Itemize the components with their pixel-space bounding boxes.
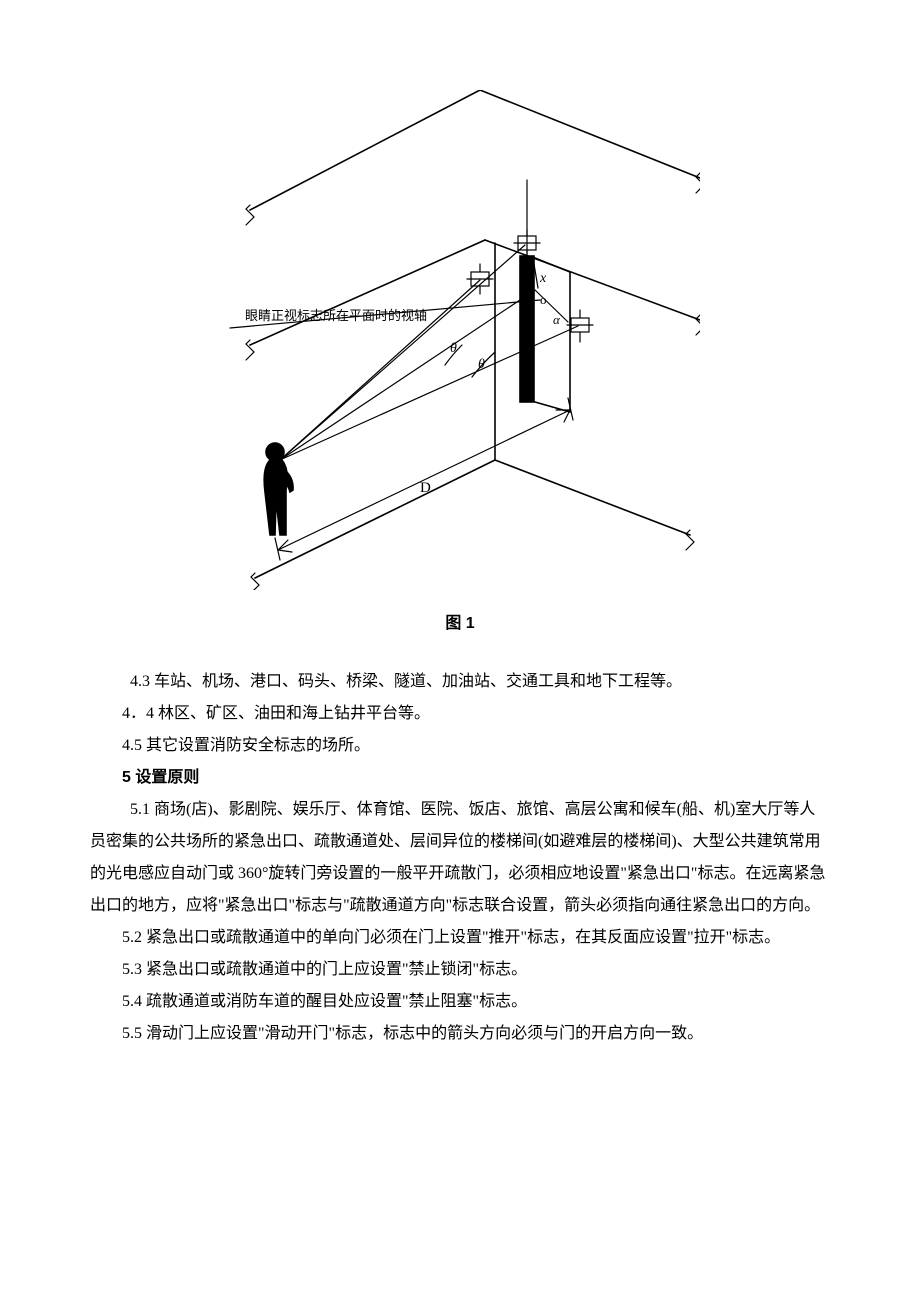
figure-1-container: x o α θ θ — [90, 90, 830, 640]
para-5-5: 5.5 滑动门上应设置"滑动开门"标志，标志中的箭头方向必须与门的开启方向一致。 — [90, 1018, 830, 1050]
para-5-2: 5.2 紧急出口或疏散通道中的单向门必须在门上设置"推开"标志，在其反面应设置"… — [90, 922, 830, 954]
para-4-4: 4．4 林区、矿区、油田和海上钻井平台等。 — [90, 698, 830, 730]
document-body: 4.3 车站、机场、港口、码头、桥梁、隧道、加油站、交通工具和地下工程等。 4．… — [90, 666, 830, 1050]
para-5-3: 5.3 紧急出口或疏散通道中的门上应设置"禁止锁闭"标志。 — [90, 954, 830, 986]
symbol-alpha: α — [553, 312, 561, 327]
para-4-3: 4.3 车站、机场、港口、码头、桥梁、隧道、加油站、交通工具和地下工程等。 — [90, 666, 830, 698]
figure-1-diagram: x o α θ θ — [220, 90, 700, 590]
symbol-theta-2: θ — [478, 357, 485, 372]
figure-axis-label: 眼睛正视标志所在平面时的视轴 — [245, 308, 427, 323]
symbol-theta-1: θ — [450, 341, 457, 356]
para-5-1: 5.1 商场(店)、影剧院、娱乐厅、体育馆、医院、饭店、旅馆、高层公寓和候车(船… — [90, 794, 830, 922]
para-5-4: 5.4 疏散通道或消防车道的醒目处应设置"禁止阻塞"标志。 — [90, 986, 830, 1018]
symbol-D: D — [420, 480, 431, 496]
para-4-5: 4.5 其它设置消防安全标志的场所。 — [90, 730, 830, 762]
figure-1-caption: 图 1 — [90, 608, 830, 640]
symbol-x: x — [539, 271, 547, 286]
heading-5: 5 设置原则 — [90, 762, 830, 794]
